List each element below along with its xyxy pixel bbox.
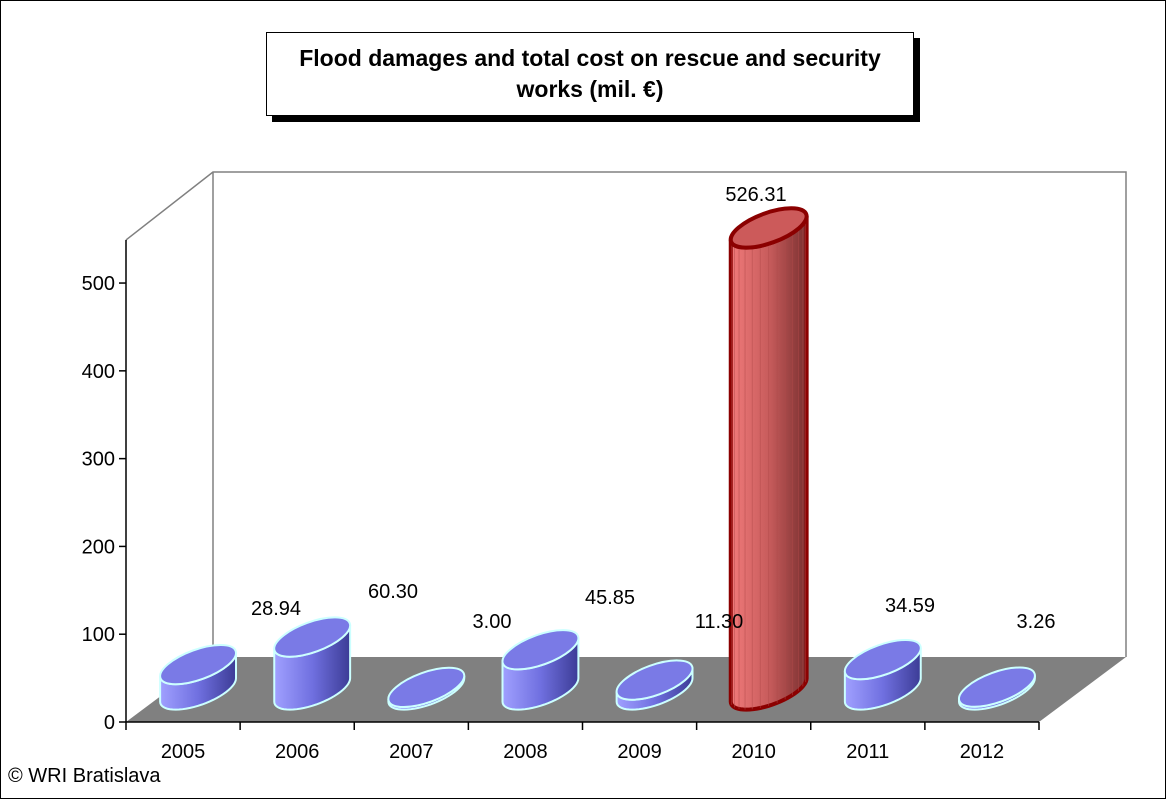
y-tick-label: 500 <box>82 273 115 295</box>
y-tick-label: 300 <box>82 449 115 471</box>
x-tick-label: 2007 <box>389 741 434 763</box>
chart-title: Flood damages and total cost on rescue a… <box>299 45 881 102</box>
x-tick-label: 2009 <box>617 741 662 763</box>
data-label: 45.85 <box>585 587 635 609</box>
data-label: 3.26 <box>1017 611 1056 633</box>
chart-title-box: Flood damages and total cost on rescue a… <box>266 32 914 116</box>
x-axis-ticks: 2005 2006 2007 2008 2009 2010 2011 2012 <box>125 722 1040 763</box>
bar-top <box>159 643 237 686</box>
bar-series <box>159 206 1036 712</box>
data-label: 60.30 <box>368 581 418 603</box>
x-tick-label: 2012 <box>960 741 1005 763</box>
bar-2010 <box>728 206 809 712</box>
bar-2007 <box>387 666 466 711</box>
bar-top <box>728 206 809 250</box>
bar-2006 <box>273 616 352 711</box>
data-label: 11.30 <box>695 611 744 633</box>
bar-2009 <box>615 659 694 711</box>
y-tick-label: 100 <box>82 624 115 646</box>
y-axis-ticks: 0 100 200 300 400 500 <box>82 273 126 734</box>
data-labels: 28.94 60.30 3.00 45.85 11.30 526.31 34.59 3.26 <box>251 184 1056 633</box>
data-label: 3.00 <box>473 611 512 633</box>
y-tick-label: 400 <box>82 361 115 383</box>
bar-top <box>958 666 1036 708</box>
data-label: 526.31 <box>725 184 786 206</box>
y-tick-label: 0 <box>104 712 115 734</box>
bar-top <box>843 638 922 681</box>
bar-top <box>501 629 580 671</box>
back-wall-outline <box>125 171 1127 657</box>
x-tick-label: 2011 <box>846 741 889 763</box>
data-label: 28.94 <box>251 598 301 620</box>
bar-top <box>615 659 694 701</box>
x-tick-label: 2008 <box>503 741 548 763</box>
x-tick-label: 2005 <box>161 741 206 763</box>
x-tick-label: 2010 <box>731 741 776 763</box>
bar-2005 <box>159 643 237 711</box>
bar-2008 <box>501 629 580 711</box>
bar-2011 <box>843 638 922 711</box>
bar-2012 <box>958 666 1036 711</box>
data-label: 34.59 <box>885 595 935 617</box>
bar-top <box>273 616 352 658</box>
copyright-credit: © WRI Bratislava <box>8 765 161 787</box>
bar-top <box>387 666 466 709</box>
x-tick-label: 2006 <box>275 741 320 763</box>
y-tick-label: 200 <box>82 536 115 558</box>
